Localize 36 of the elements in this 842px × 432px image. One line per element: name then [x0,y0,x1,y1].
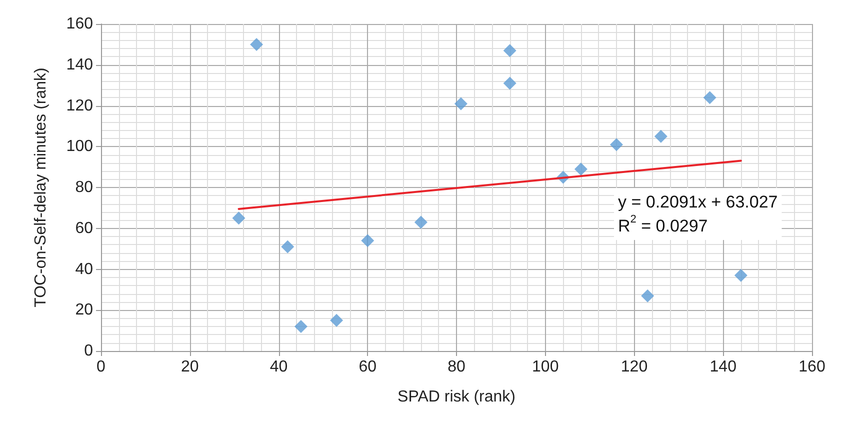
point [330,314,344,327]
point [454,97,468,110]
point [414,216,428,229]
point [503,44,516,58]
x-tick-label: 140 [710,358,737,376]
point [654,130,668,143]
point [232,212,246,225]
point [610,138,623,152]
x-tick-label: 20 [180,358,199,376]
y-tick-label: 100 [66,138,94,156]
point [734,268,748,282]
x-tick-label: 160 [798,358,826,376]
point [361,234,374,248]
x-tick-label: 80 [448,358,466,376]
point [503,76,516,90]
point [574,162,588,176]
y-tick-label: 80 [75,179,94,196]
y-axis-title: TOC-on-Self-delay minutes (rank) [32,68,50,308]
x-tick-label: 40 [270,358,288,376]
x-tick-label: 0 [96,358,106,376]
y-tick-label: 20 [75,302,94,319]
y-tick-label: 120 [66,97,94,114]
y-tick-label: 140 [66,56,94,74]
y-tick-label: 160 [66,16,94,32]
point [703,91,716,104]
x-axis-title: SPAD risk (rank) [398,388,516,406]
point [281,240,294,254]
x-tick-label: 60 [358,358,377,376]
y-tick-label: 60 [75,220,94,237]
point [294,320,308,333]
y-tick-label: 0 [84,342,94,360]
point [641,289,654,302]
y-tick-label: 40 [75,260,94,278]
x-tick-label: 100 [532,358,559,376]
point [250,38,264,51]
x-tick-label: 120 [620,358,648,376]
